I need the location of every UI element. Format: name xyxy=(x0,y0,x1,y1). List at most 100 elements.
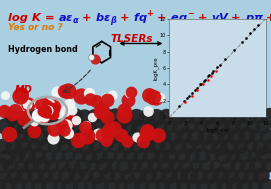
Point xyxy=(30,115,35,118)
Point xyxy=(105,134,110,137)
Point xyxy=(117,124,121,127)
Point xyxy=(176,145,180,148)
Point xyxy=(223,57,228,60)
Point xyxy=(55,124,59,127)
Point xyxy=(244,134,248,137)
Point xyxy=(146,109,150,112)
Point xyxy=(66,102,71,105)
Text: p: p xyxy=(245,13,253,23)
Point xyxy=(123,115,127,118)
Point xyxy=(12,175,16,178)
Point xyxy=(164,114,169,117)
Point xyxy=(87,154,91,157)
Point xyxy=(197,175,202,178)
Point xyxy=(195,114,199,117)
Point xyxy=(76,139,80,142)
Point xyxy=(107,154,112,157)
Point xyxy=(180,183,185,186)
Point xyxy=(78,184,82,187)
Point xyxy=(125,98,130,101)
Point xyxy=(211,183,216,186)
Point xyxy=(62,90,66,93)
Point xyxy=(76,154,81,157)
Point xyxy=(100,134,105,137)
Text: β: β xyxy=(110,16,116,25)
Point xyxy=(90,115,95,119)
Point xyxy=(147,93,151,96)
Text: MD: MD xyxy=(15,85,33,95)
Text: Hydrogen bond: Hydrogen bond xyxy=(8,45,78,54)
Point xyxy=(160,184,164,187)
Text: TLSERs: TLSERs xyxy=(110,34,153,44)
Point xyxy=(121,165,126,168)
Text: +: + xyxy=(227,13,245,23)
Point xyxy=(89,55,93,58)
Point xyxy=(53,174,57,177)
Point xyxy=(178,125,183,128)
Point xyxy=(199,124,203,127)
Point xyxy=(202,80,206,83)
Point xyxy=(142,164,146,167)
Point xyxy=(195,86,200,89)
Point xyxy=(249,173,253,176)
Point xyxy=(32,120,36,123)
Point xyxy=(220,125,224,128)
Point xyxy=(209,124,214,127)
Point xyxy=(183,165,188,168)
Point xyxy=(56,155,60,158)
Point xyxy=(135,135,139,138)
Point xyxy=(60,123,64,126)
Point xyxy=(129,90,133,93)
Text: a: a xyxy=(58,13,66,23)
Point xyxy=(97,155,101,158)
Point xyxy=(223,134,228,137)
Point xyxy=(131,135,135,138)
Point xyxy=(115,175,119,178)
Point xyxy=(128,155,132,158)
Text: +: + xyxy=(262,13,271,23)
Text: v: v xyxy=(211,13,218,23)
Point xyxy=(163,164,167,167)
Point xyxy=(57,184,61,187)
Point xyxy=(51,106,55,109)
Point xyxy=(239,40,244,43)
Point xyxy=(206,75,210,78)
Text: K: K xyxy=(32,13,41,23)
Point xyxy=(88,183,92,186)
Point xyxy=(192,136,197,139)
Point xyxy=(235,164,239,167)
Point xyxy=(205,115,210,119)
Point xyxy=(133,115,138,118)
Point xyxy=(193,89,197,92)
Point xyxy=(155,144,159,147)
Point xyxy=(25,102,30,105)
Point xyxy=(158,96,162,99)
Point xyxy=(259,174,263,177)
Point xyxy=(36,184,41,187)
Text: log: log xyxy=(8,13,32,23)
Point xyxy=(175,115,179,118)
Point xyxy=(79,135,83,138)
Point xyxy=(109,93,114,96)
Point xyxy=(31,144,36,147)
Point xyxy=(124,145,128,148)
Point xyxy=(22,174,27,177)
Point xyxy=(82,115,86,118)
Point xyxy=(33,173,37,176)
Point xyxy=(191,184,195,187)
Point xyxy=(213,135,217,138)
Point xyxy=(64,124,68,127)
Point xyxy=(36,114,40,117)
Point xyxy=(263,184,267,187)
Point xyxy=(26,184,30,187)
Point xyxy=(44,112,49,115)
Point xyxy=(156,173,160,176)
Point xyxy=(72,115,76,118)
Point xyxy=(96,126,100,129)
Point xyxy=(137,125,141,129)
Point xyxy=(20,115,24,118)
Point xyxy=(59,135,63,138)
Point xyxy=(238,175,243,178)
Point xyxy=(104,98,109,101)
Text: f: f xyxy=(133,13,138,23)
